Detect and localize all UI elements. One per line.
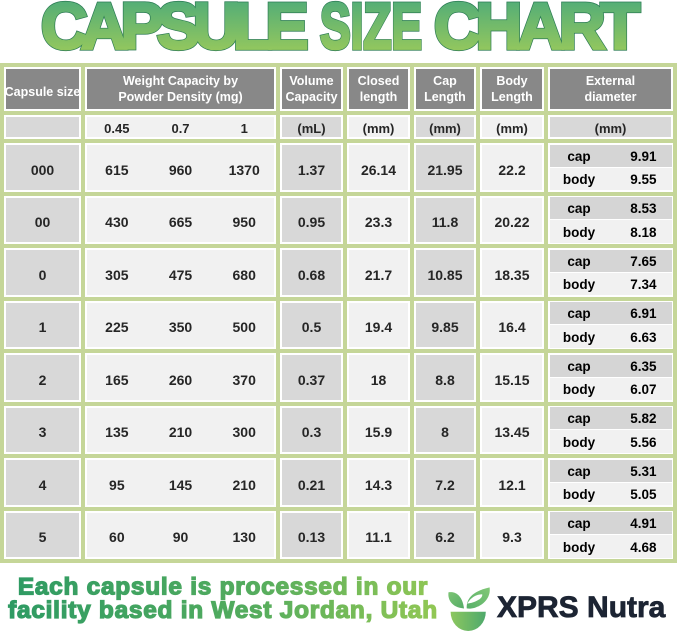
svg-text:CAPSULE: CAPSULE (41, 0, 312, 63)
svg-text:CAPSULE: CAPSULE (41, 0, 312, 63)
svg-text:Each capsule is processed in o: Each capsule is processed in our (18, 574, 428, 601)
svg-text:CHART: CHART (434, 0, 643, 63)
svg-text:XPRS Nutra: XPRS Nutra (497, 591, 666, 624)
svg-text:CHART: CHART (434, 0, 643, 63)
svg-text:facility based in West Jordan,: facility based in West Jordan, Utah (8, 597, 438, 624)
svg-text:SIZE: SIZE (320, 0, 422, 62)
svg-text:SIZE: SIZE (320, 0, 422, 62)
